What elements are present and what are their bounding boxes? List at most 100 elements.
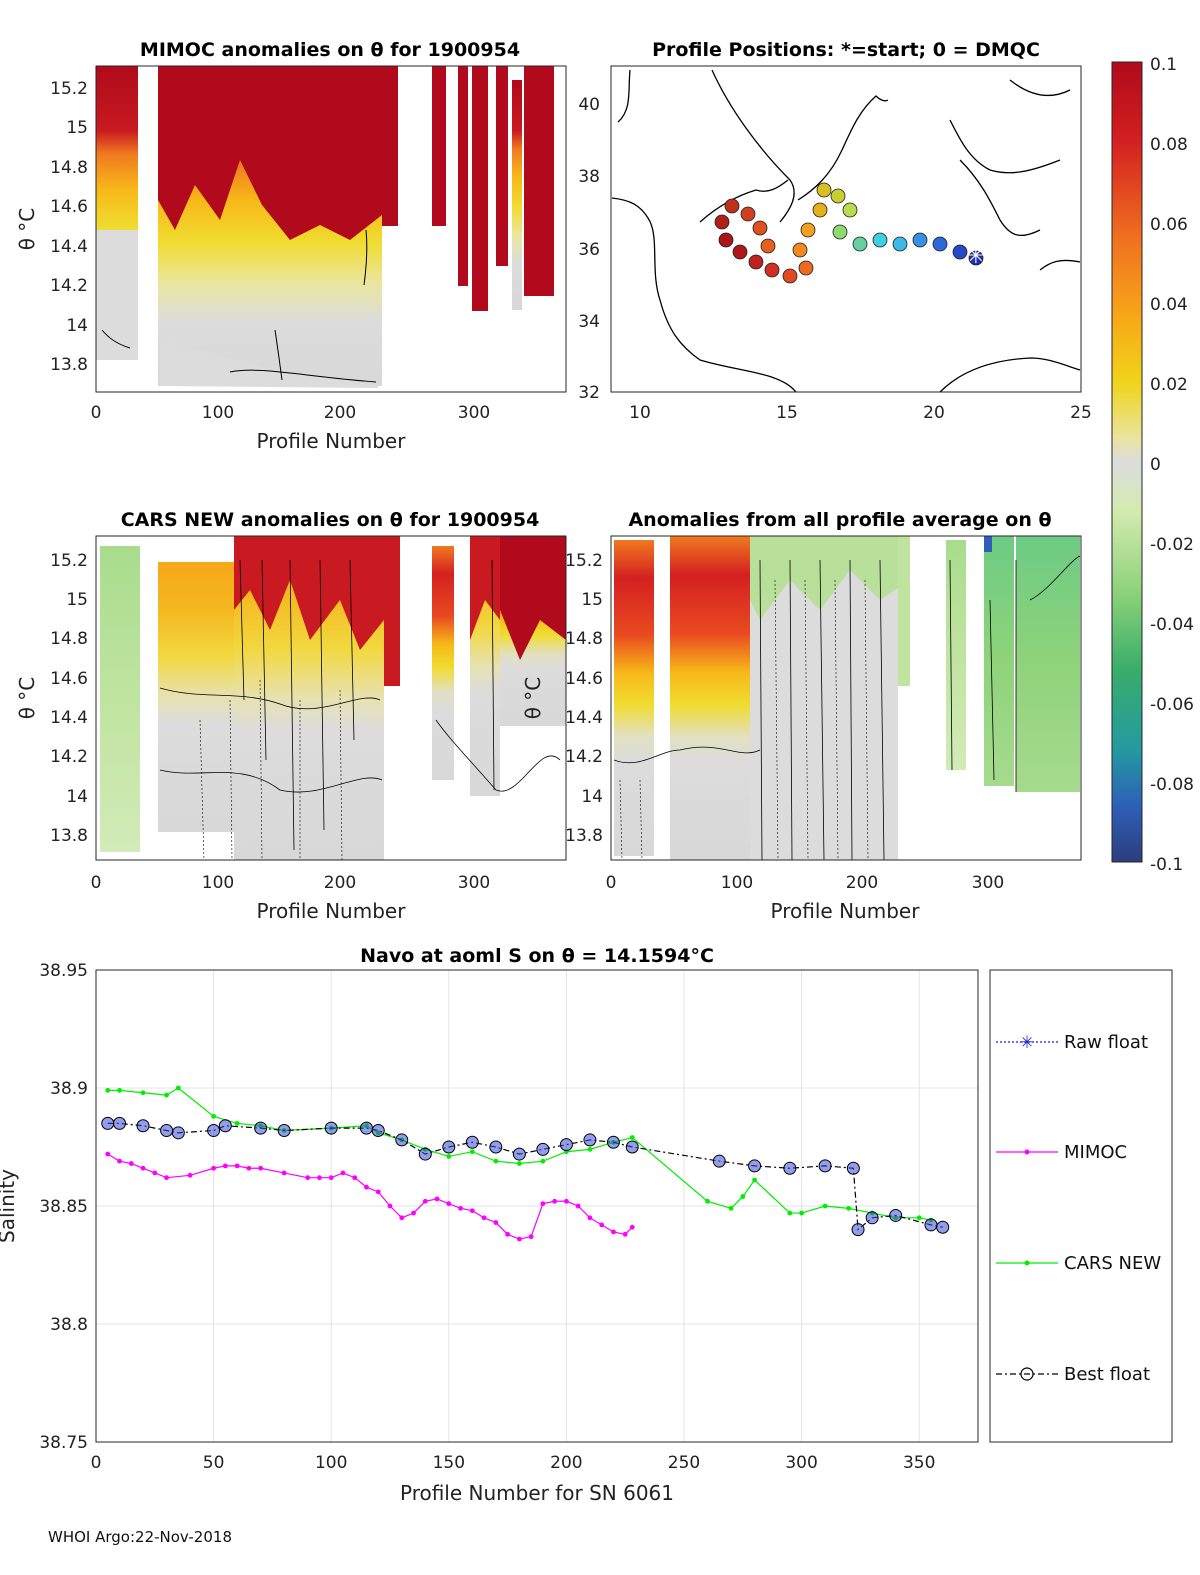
- positions-xtick: 25: [1070, 403, 1092, 423]
- data-point: [783, 1161, 797, 1175]
- data-point: [164, 1092, 169, 1098]
- average-xtick: 100: [721, 873, 753, 893]
- mimoc-xtick: 100: [202, 403, 234, 423]
- average-axes-box: [610, 535, 1082, 861]
- profile-position-marker: [760, 238, 776, 254]
- y-tick-label: 38.85: [39, 1197, 88, 1217]
- data-point: [317, 1175, 322, 1181]
- data-point: [164, 1175, 169, 1181]
- positions-xtick: 10: [629, 403, 651, 423]
- y-tick-label: 38.75: [39, 1433, 88, 1453]
- x-tick-label: 250: [668, 1453, 700, 1473]
- data-point: [399, 1215, 405, 1221]
- y-tick-label: 38.9: [50, 1079, 88, 1099]
- average-xtick: 300: [972, 873, 1004, 893]
- data-point: [625, 1140, 639, 1154]
- mimoc-xtick: 300: [458, 403, 490, 423]
- average-heatmap: [613, 536, 1081, 861]
- average-title: Anomalies from all profile average on θ: [628, 509, 1051, 531]
- data-point: [611, 1229, 616, 1235]
- profile-position-marker: [952, 244, 968, 260]
- data-point: [101, 1116, 115, 1130]
- profile-position-marker: [732, 244, 748, 260]
- average-ytick: 15.2: [565, 551, 603, 571]
- data-point: [234, 1163, 240, 1169]
- average-xtick: 0: [606, 873, 617, 893]
- mimoc-ytick: 14.8: [50, 158, 88, 178]
- mimoc-ytick: 15: [66, 118, 88, 138]
- colorbar-tick: -0.06: [1150, 695, 1194, 715]
- data-point: [599, 1222, 605, 1228]
- x-tick-label: 0: [91, 1453, 102, 1473]
- data-point: [740, 1194, 746, 1199]
- data-point: [246, 1165, 252, 1171]
- data-point: [140, 1090, 146, 1096]
- positions-xtick: 20: [923, 403, 945, 423]
- data-point: [371, 1123, 385, 1137]
- data-point: [851, 1223, 865, 1237]
- average-xticks: 0 100 200 300: [606, 873, 1005, 893]
- profile-position-marker: [798, 260, 814, 276]
- data-point: [458, 1205, 463, 1211]
- mimoc-heatmap: [96, 66, 554, 388]
- data-point: [305, 1175, 311, 1181]
- profile-position-marker: [816, 182, 832, 198]
- data-point: [422, 1198, 428, 1204]
- data-point: [411, 1210, 416, 1216]
- average-ytick: 14.2: [565, 747, 603, 767]
- salinity-title: Navo at aoml S on θ = 14.1594°C: [360, 945, 714, 967]
- profile-position-marker: [842, 202, 858, 218]
- positions-ytick: 32: [578, 383, 600, 403]
- data-point: [606, 1135, 620, 1149]
- positions-ytick: 34: [578, 312, 600, 332]
- mimoc-ytick: 14.2: [50, 276, 88, 296]
- data-point: [395, 1133, 409, 1147]
- profile-position-marker: [932, 236, 948, 252]
- data-point: [160, 1123, 174, 1137]
- colorbar: 0.1 0.08 0.06 0.04 0.02 0 -0.02 -0.04 -0…: [1111, 55, 1194, 875]
- average-ylabel: θ °C: [521, 677, 545, 720]
- data-point: [175, 1085, 181, 1091]
- y-tick-label: 38.8: [50, 1315, 88, 1335]
- positions-yticks: 32 34 36 38 40: [578, 95, 600, 403]
- data-point: [516, 1236, 522, 1242]
- data-point: [364, 1184, 369, 1190]
- data-point: [340, 1170, 346, 1176]
- data-point: [171, 1126, 185, 1140]
- average-xtick: 200: [846, 873, 878, 893]
- legend-raw-float: Raw float: [1064, 1032, 1148, 1053]
- average-yticks: 13.8 14 14.2 14.4 14.6 14.8 15 15.2: [565, 551, 603, 846]
- x-tick-label: 50: [203, 1453, 225, 1473]
- data-point: [352, 1175, 358, 1181]
- data-point: [258, 1165, 264, 1171]
- data-point: [799, 1210, 804, 1216]
- data-point: [712, 1154, 726, 1168]
- data-point: [622, 1231, 628, 1237]
- data-point: [152, 1170, 158, 1176]
- data-point: [105, 1087, 111, 1093]
- data-point: [446, 1201, 452, 1207]
- average-ytick: 14.4: [565, 708, 603, 728]
- salinity-legend: ✳ Raw float MIMOC CARS NEW Best float: [989, 969, 1173, 1443]
- data-point: [728, 1205, 734, 1211]
- asterisk-marker-icon: ✳: [1020, 1033, 1034, 1053]
- data-point: [748, 1159, 762, 1173]
- cars-ytick: 14.6: [50, 669, 88, 689]
- data-point: [117, 1158, 122, 1164]
- average-ytick: 14.6: [565, 669, 603, 689]
- data-point: [489, 1140, 503, 1154]
- profile-position-marker: [752, 220, 768, 236]
- coastline: [611, 69, 1081, 393]
- data-point: [324, 1121, 338, 1135]
- positions-axes-box: [610, 65, 1082, 393]
- series-line: [107, 1122, 943, 1231]
- data-point: [469, 1149, 475, 1155]
- positions-ytick: 36: [578, 240, 600, 260]
- cars-ylabel: θ °C: [15, 677, 39, 720]
- data-point: [187, 1172, 193, 1178]
- x-tick-label: 350: [903, 1453, 935, 1473]
- salinity-chart: 0 50 100 150 200 250 300 350 38.75 38.8 38.85 38.9 3…: [0, 945, 1173, 1505]
- profile-position-marker: [892, 236, 908, 252]
- mimoc-ytick: 14.6: [50, 197, 88, 217]
